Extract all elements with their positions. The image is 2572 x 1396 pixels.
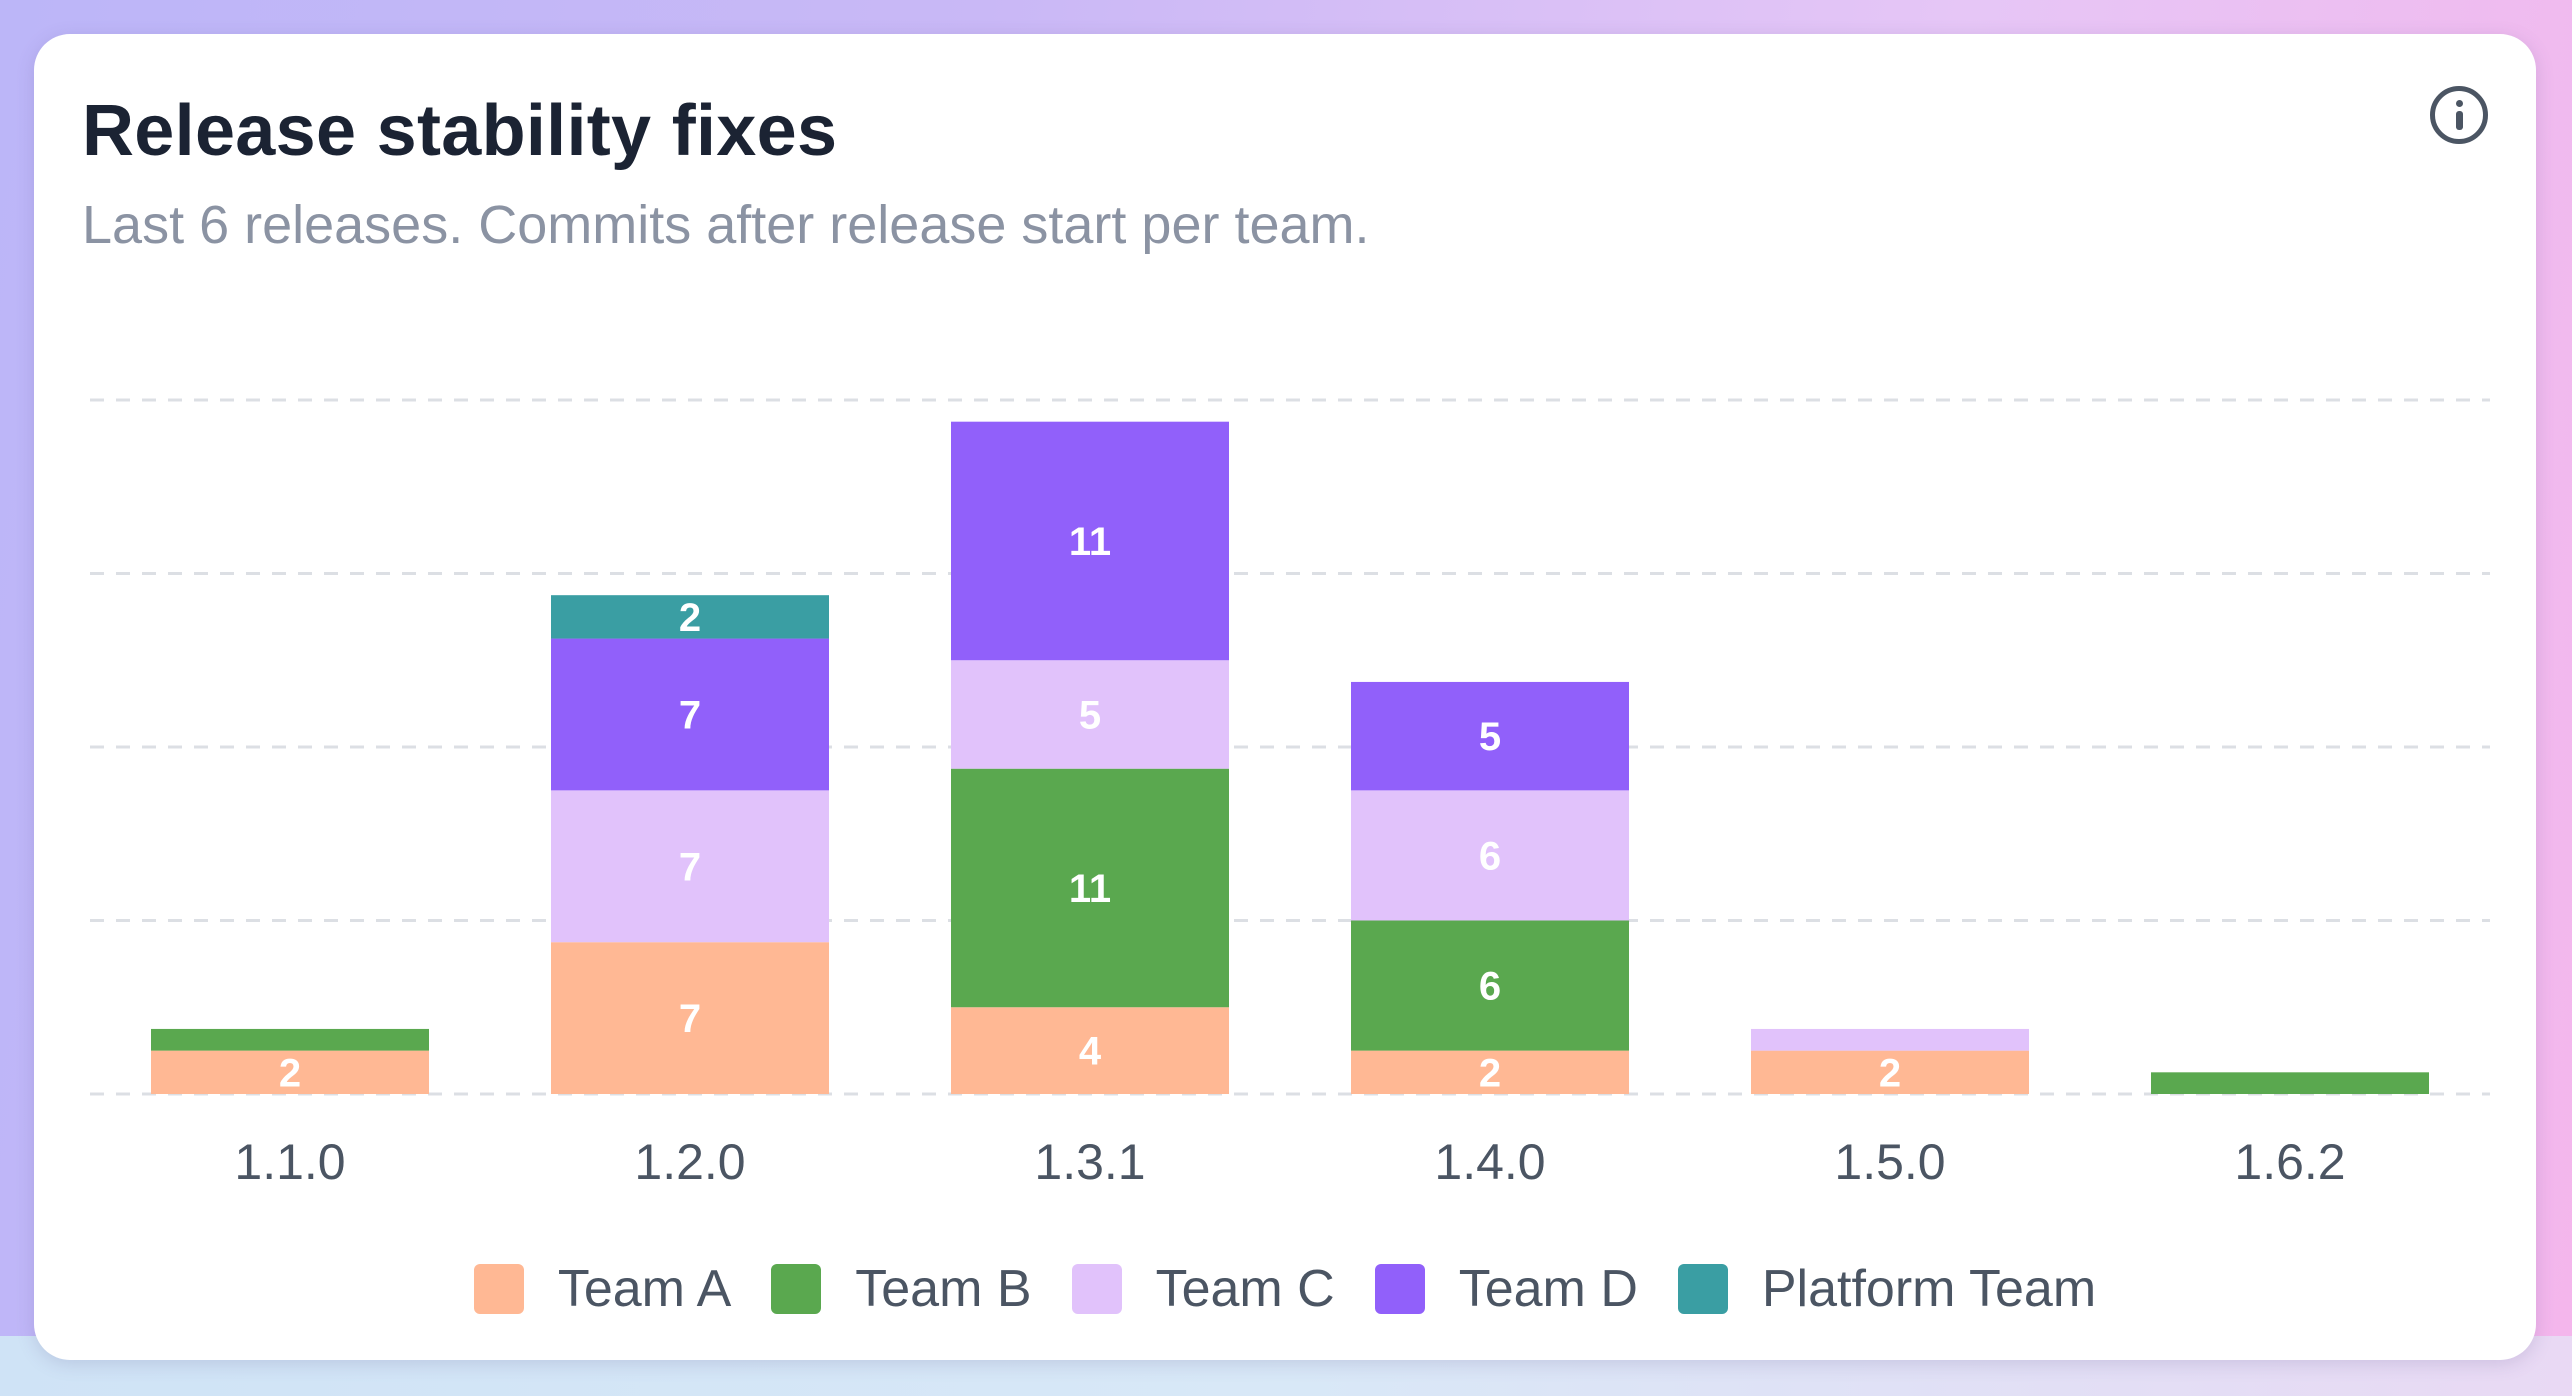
chart-card: Release stability fixes Last 6 releases.… [34,34,2536,1360]
data-label: 4 [1079,1030,1102,1074]
bar-segment[interactable] [1351,790,1629,921]
bar-segment[interactable] [551,942,829,1094]
info-icon[interactable] [2430,86,2488,144]
legend-swatch [771,1264,822,1314]
data-label: 5 [1079,693,1101,737]
legend-item[interactable]: Team A [473,1259,732,1319]
bar-segment[interactable] [151,1050,429,1094]
legend-label: Team B [855,1260,1032,1318]
x-tick-label: 1.1.0 [234,1134,345,1190]
legend-item[interactable]: Team C [1071,1259,1335,1319]
legend-swatch [1374,1264,1425,1314]
legend-label: Team A [557,1260,732,1318]
x-tick-label: 1.6.2 [2234,1134,2345,1190]
data-label: 6 [1479,834,1501,878]
x-tick-label: 1.3.1 [1034,1134,1145,1190]
legend-label: Team C [1155,1260,1335,1318]
bar-segment[interactable] [151,1028,429,1051]
data-label: 7 [679,693,701,737]
bar-segment[interactable] [1751,1028,2029,1051]
data-label: 11 [1069,867,1111,911]
bar-segment[interactable] [1351,1050,1629,1094]
bar-segment[interactable] [951,1007,1229,1094]
data-label: 11 [1069,520,1111,564]
legend-label: Team D [1458,1260,1638,1318]
bar-segment[interactable] [951,768,1229,1008]
x-tick-label: 1.4.0 [1434,1134,1545,1190]
chart-subtitle: Last 6 releases. Commits after release s… [82,195,1370,255]
bar-segment[interactable] [551,790,829,943]
legend-label: Platform Team [1761,1260,2097,1318]
legend-item[interactable]: Team B [771,1259,1032,1319]
data-label: 2 [1479,1051,1501,1095]
data-label: 7 [679,845,701,889]
x-tick-label: 1.2.0 [634,1134,745,1190]
data-label: 5 [1479,715,1501,759]
bar-segment[interactable] [1351,920,1629,1051]
legend-swatch [473,1264,524,1314]
legend-swatch [1071,1264,1122,1314]
info-icon-stem [2456,111,2463,130]
info-icon-dot [2456,100,2463,107]
data-label: 2 [679,596,701,640]
bar-segment[interactable] [2151,1072,2429,1094]
bar-segment[interactable] [1351,681,1629,791]
chart-legend: Team A Team B Team C Team D Platform Team [34,1259,2536,1319]
bar-segment[interactable] [951,660,1229,769]
chart-title: Release stability fixes [82,91,838,171]
data-label: 2 [1879,1051,1901,1095]
x-tick-label: 1.5.0 [1834,1134,1945,1190]
bar-segment[interactable] [551,638,829,791]
data-label: 7 [679,997,701,1041]
stacked-bar-chart: 2 1.1.0 7 7 7 2 1.2.0 4 11 5 11 1.3.1 2 6 6 5 1.4.0 2 1.5.… [90,398,2490,1190]
bar-segment[interactable] [1751,1050,2029,1094]
data-label: 6 [1479,965,1501,1009]
legend-item[interactable]: Platform Team [1677,1259,2097,1319]
data-label: 2 [279,1051,301,1095]
bar-segment[interactable] [951,421,1229,661]
legend-swatch [1677,1264,1728,1314]
legend-item[interactable]: Team D [1374,1259,1638,1319]
bar-segment[interactable] [551,595,829,639]
